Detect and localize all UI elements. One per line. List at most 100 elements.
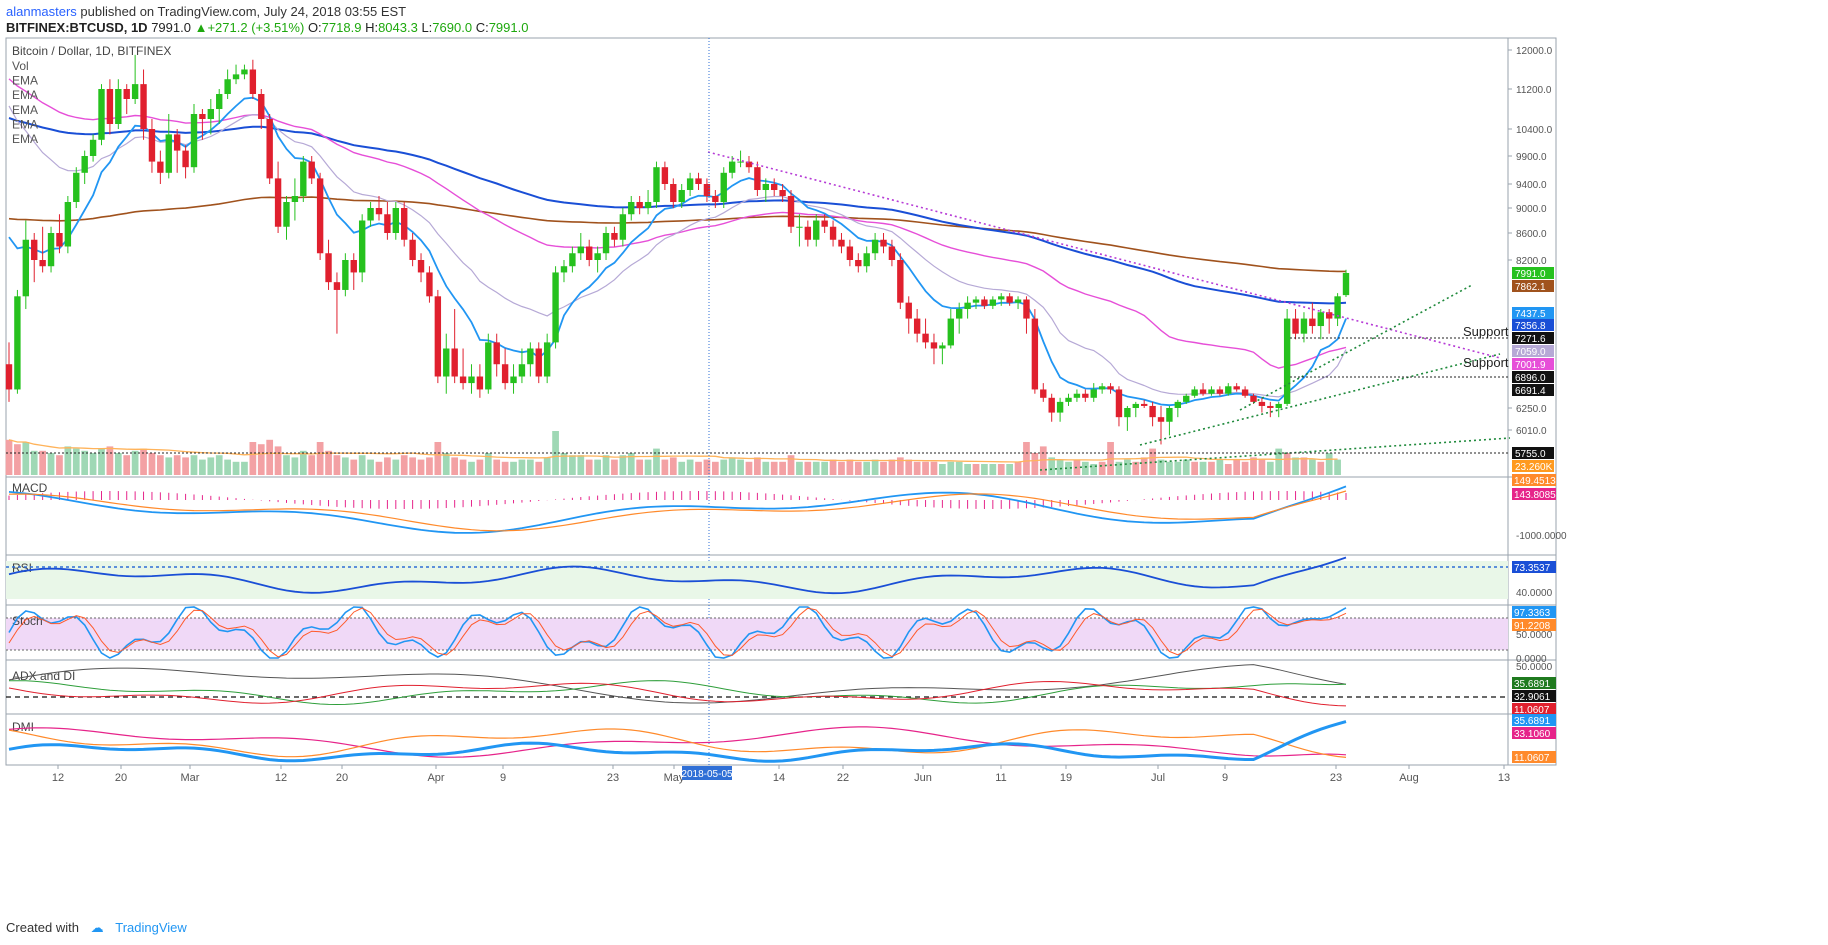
volume-bar: [131, 450, 139, 475]
candle-body: [989, 299, 997, 306]
volume-bar: [316, 442, 324, 475]
low-label: L:: [421, 20, 433, 35]
candle-body: [813, 220, 820, 240]
candle-body: [998, 296, 1005, 300]
y-tick-label: 6250.0: [1516, 404, 1547, 415]
symbol-label: BITFINEX:BTCUSD, 1D: [6, 20, 148, 35]
candle-body: [1048, 397, 1055, 413]
x-tick-label: 23: [1330, 772, 1342, 784]
candle-body: [762, 184, 769, 190]
volume-bar: [619, 455, 627, 475]
candle-body: [754, 167, 761, 190]
price-label-text: 5755.0: [1515, 449, 1546, 460]
candle-body: [552, 272, 559, 343]
volume-bar: [846, 459, 854, 475]
ema-lavender-line: [8, 105, 1347, 398]
volume-bar: [1124, 459, 1131, 475]
candle-body: [1090, 389, 1097, 398]
candle-body: [586, 246, 593, 260]
volume-bar: [30, 450, 38, 475]
resistance-trendline: [707, 151, 1501, 359]
author-link[interactable]: alanmasters: [6, 4, 77, 19]
volume-bar: [182, 457, 189, 475]
volume-bar: [896, 457, 904, 475]
open-value: 7718.9: [321, 20, 362, 35]
volume-bars: [5, 431, 1341, 475]
volume-bar: [114, 453, 122, 475]
candle-body: [720, 172, 727, 202]
price-label-text: 7059.0: [1515, 347, 1546, 358]
ema-brown-line: [8, 196, 1346, 273]
candles: [5, 54, 1350, 445]
candle-body: [1073, 393, 1081, 398]
volume-bar: [585, 459, 593, 475]
price-label-box: [1512, 279, 1554, 292]
candle-body: [1132, 403, 1139, 408]
candle-body: [678, 190, 685, 202]
volume-bar: [468, 461, 475, 475]
last-price: 7991.0: [151, 20, 191, 35]
x-tick-label: Aug: [1399, 772, 1419, 784]
dmi-minus-box: [1512, 751, 1556, 763]
adx-axis-label: 50.0000: [1516, 662, 1553, 673]
volume-bar: [384, 457, 391, 475]
legend-item: EMA: [12, 74, 38, 88]
candle-body: [527, 348, 534, 365]
y-tick-label: 11200.0: [1516, 85, 1552, 96]
support-trendline: [1039, 437, 1511, 471]
macd-value-label: 149.4513: [1514, 476, 1556, 487]
candle-body: [829, 226, 837, 240]
candle-body: [300, 161, 307, 196]
volume-bar: [484, 453, 492, 475]
candle-body: [880, 239, 887, 247]
candle-body: [1317, 312, 1324, 327]
volume-bar: [686, 459, 694, 475]
candle-body: [182, 150, 189, 168]
candle-body: [964, 302, 971, 310]
candle-body: [1115, 389, 1123, 418]
price-label-text: 7356.8: [1515, 321, 1546, 332]
volume-bar: [762, 461, 770, 475]
volume-bar: [1056, 459, 1064, 475]
macd-value-box: [1512, 474, 1556, 486]
volume-bar: [434, 442, 442, 475]
volume-bar: [5, 439, 13, 475]
candle-body: [913, 318, 921, 334]
volume-bar: [981, 464, 988, 475]
open-label: O:: [307, 20, 322, 35]
dmi-label: DMI: [12, 720, 34, 734]
volume-bar: [526, 459, 534, 475]
candle-body: [602, 233, 610, 254]
macd-label: MACD: [12, 481, 48, 495]
volume-bar: [569, 455, 576, 475]
stoch-k-label: 97.3363: [1514, 608, 1551, 619]
volume-bar: [1073, 459, 1081, 475]
stoch-d-label: 91.2208: [1514, 621, 1551, 632]
candle-body: [434, 296, 442, 377]
rsi-line: [8, 556, 1347, 595]
candle-body: [1208, 389, 1215, 394]
candle-body: [333, 282, 341, 290]
candle-body: [1014, 299, 1022, 303]
volume-bar: [199, 459, 206, 475]
rsi-value-box: [1512, 561, 1556, 573]
dmi-minus-line: [8, 728, 1347, 758]
x-tick-label: Mar: [181, 772, 200, 784]
candle-body: [140, 84, 147, 129]
volume-bar: [1199, 461, 1207, 475]
candle-body: [39, 260, 46, 267]
volume-bar: [1132, 461, 1140, 475]
price-label-box: [1512, 384, 1554, 396]
volume-bar: [1208, 461, 1215, 475]
candle-body: [1334, 296, 1341, 319]
volume-bar: [796, 461, 803, 475]
dmi-minus-label: 11.0607: [1514, 753, 1550, 764]
ema-fast-line: [8, 96, 1347, 407]
candle-body: [274, 178, 282, 227]
volume-bar: [241, 461, 248, 475]
candle-body: [241, 69, 248, 75]
candle-body: [1191, 389, 1198, 396]
candle-body: [1325, 312, 1333, 319]
tradingview-brand[interactable]: TradingView: [115, 920, 187, 935]
